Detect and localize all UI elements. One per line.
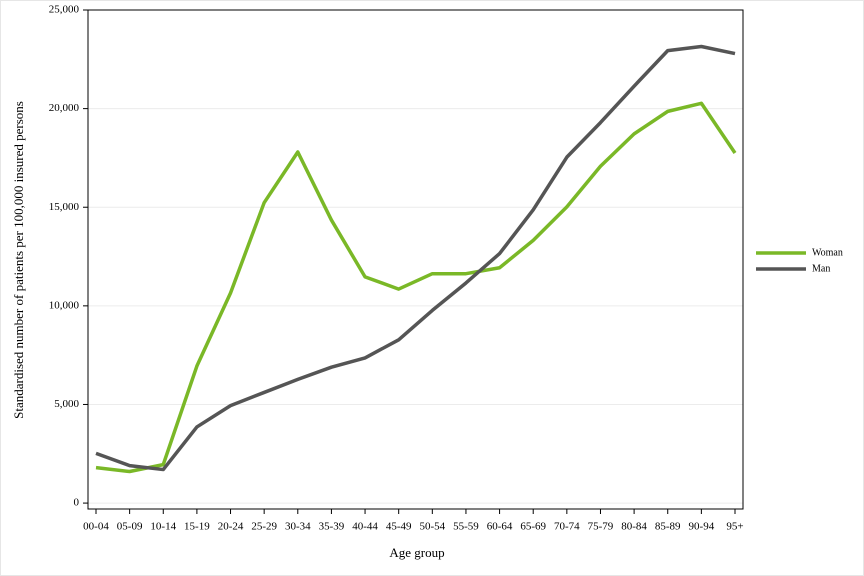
y-tick-label: 0 [74, 497, 80, 509]
x-tick-label: 55-59 [453, 521, 479, 533]
x-tick-label: 85-89 [655, 521, 681, 533]
y-axis-title: Standardised number of patients per 100,… [11, 101, 26, 419]
legend-label: Man [812, 263, 830, 274]
x-tick-label: 20-24 [218, 521, 244, 533]
line-series [95, 101, 737, 474]
y-tick-label: 25,000 [49, 4, 80, 16]
legend-label: Woman [812, 247, 843, 258]
x-tick-label: 10-14 [150, 521, 176, 533]
y-tick-label: 20,000 [49, 102, 80, 114]
x-tick-label: 95+ [726, 521, 743, 533]
x-axis-title: Age group [389, 545, 444, 560]
x-tick-label: 80-84 [621, 521, 647, 533]
x-tick-label: 05-09 [117, 521, 143, 533]
plot-frame [87, 9, 744, 510]
x-tick-label: 30-34 [285, 521, 311, 533]
x-tick-label: 15-19 [184, 521, 210, 533]
y-tick-label: 5,000 [54, 398, 79, 410]
x-tick-label: 75-79 [588, 521, 614, 533]
y-tick-label: 10,000 [49, 299, 80, 311]
x-tick-label: 40-44 [352, 521, 378, 533]
line-series [95, 44, 736, 472]
x-tick-label: 90-94 [689, 521, 715, 533]
x-tick-label: 35-39 [319, 521, 345, 533]
x-tick-label: 70-74 [554, 521, 580, 533]
x-tick-label: 00-04 [83, 521, 109, 533]
x-tick-label: 50-54 [419, 521, 445, 533]
x-tick-label: 60-64 [487, 521, 513, 533]
x-tick-label: 45-49 [386, 521, 412, 533]
y-tick-label: 15,000 [49, 201, 80, 213]
x-tick-label: 25-29 [251, 521, 277, 533]
x-tick-label: 65-69 [520, 521, 546, 533]
